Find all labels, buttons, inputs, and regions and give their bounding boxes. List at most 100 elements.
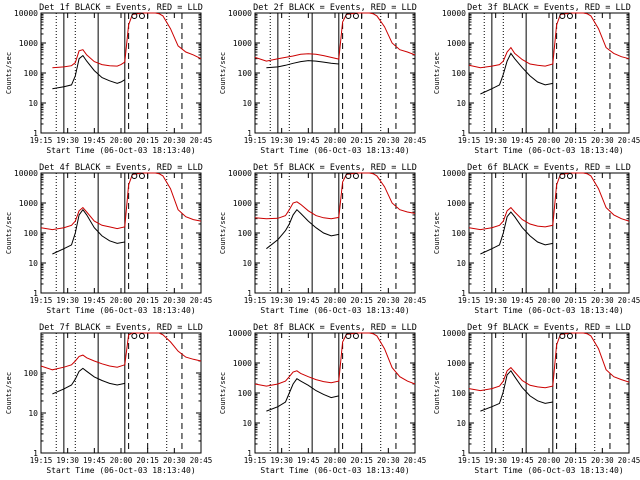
y-tick-label: 100: [238, 69, 253, 78]
y-tick-label: 10000: [228, 329, 252, 338]
x-tick-label: 20:45: [404, 136, 427, 145]
x-tick-label: 19:30: [484, 456, 507, 465]
x-tick-label: 20:45: [190, 296, 213, 305]
x-tick-label: 19:15: [458, 296, 481, 305]
y-tick-label: 100: [24, 369, 39, 378]
x-tick-label: 20:15: [564, 456, 587, 465]
x-tick-label: 20:00: [324, 136, 347, 145]
y-tick-label: 100: [238, 229, 253, 238]
plot-frame: [40, 332, 202, 454]
x-tick-label: 20:00: [324, 296, 347, 305]
x-tick-label: 20:00: [324, 456, 347, 465]
lld-series-line: [254, 12, 416, 62]
lld-series-line: [254, 332, 416, 387]
y-tick-label: 1000: [233, 359, 252, 368]
y-axis-label: Counts/sec: [5, 52, 13, 94]
panel-det-6: Det 6f BLACK = Events, RED = LLD Counts/s…: [433, 163, 640, 315]
panel-det-7: Det 7f BLACK = Events, RED = LLD Counts/s…: [5, 323, 212, 475]
panel-det-9: Det 9f BLACK = Events, RED = LLD Counts/s…: [433, 323, 640, 475]
saturation-marker: [138, 173, 145, 179]
x-axis-label: Start Time (06-Oct-03 18:13:40): [474, 146, 623, 155]
chart-title: Det 2f BLACK = Events, RED = LLD: [253, 3, 417, 13]
saturation-marker: [131, 173, 138, 179]
plot-frame: [468, 332, 630, 454]
chart-title: Det 6f BLACK = Events, RED = LLD: [467, 163, 631, 173]
y-tick-label: 1: [247, 289, 252, 298]
x-tick-label: 19:30: [484, 296, 507, 305]
x-tick-label: 20:15: [350, 456, 373, 465]
y-tick-label: 1: [33, 289, 38, 298]
y-tick-label: 10000: [442, 169, 466, 178]
plot-frame: [40, 172, 202, 294]
saturation-marker: [345, 13, 352, 19]
y-axis-label: Counts/sec: [219, 212, 227, 254]
y-tick-label: 10: [28, 99, 38, 108]
chart-title: Det 8f BLACK = Events, RED = LLD: [253, 323, 417, 333]
chart-title: Det 9f BLACK = Events, RED = LLD: [467, 323, 631, 333]
y-axis-label: Counts/sec: [433, 372, 441, 414]
x-axis-label: Start Time (06-Oct-03 18:13:40): [260, 306, 409, 315]
x-tick-label: 20:30: [591, 136, 614, 145]
x-tick-label: 19:30: [56, 296, 79, 305]
x-tick-label: 19:45: [83, 136, 106, 145]
saturation-marker: [566, 13, 573, 19]
y-tick-label: 1: [247, 129, 252, 138]
x-tick-label: 20:15: [136, 296, 159, 305]
panel-det-2: Det 2f BLACK = Events, RED = LLD Counts/s…: [219, 3, 426, 155]
x-tick-label: 19:15: [458, 456, 481, 465]
events-series-line: [480, 52, 553, 95]
events-series-line: [52, 54, 126, 90]
x-tick-label: 19:45: [297, 296, 320, 305]
x-tick-label: 19:30: [484, 136, 507, 145]
x-tick-label: 20:30: [377, 136, 400, 145]
saturation-marker: [566, 173, 573, 179]
x-tick-label: 19:15: [458, 136, 481, 145]
y-tick-label: 1000: [447, 199, 466, 208]
lld-series-line: [468, 172, 630, 231]
lld-series-line: [468, 332, 630, 392]
y-tick-label: 1000: [19, 39, 38, 48]
y-axis-label: Counts/sec: [433, 52, 441, 94]
panel-det-4: Det 4f BLACK = Events, RED = LLD Counts/s…: [5, 163, 212, 315]
x-tick-label: 19:30: [56, 136, 79, 145]
x-tick-label: 20:15: [350, 136, 373, 145]
chart-title: Det 5f BLACK = Events, RED = LLD: [253, 163, 417, 173]
x-tick-label: 20:00: [110, 136, 133, 145]
y-axis-label: Counts/sec: [433, 212, 441, 254]
x-tick-label: 19:45: [297, 136, 320, 145]
y-tick-label: 1000: [447, 359, 466, 368]
y-tick-label: 100: [452, 389, 467, 398]
chart-title: Det 7f BLACK = Events, RED = LLD: [39, 323, 203, 333]
x-tick-label: 19:15: [244, 456, 267, 465]
panel-det-1: Det 1f BLACK = Events, RED = LLD Counts/s…: [5, 3, 212, 155]
x-tick-label: 19:45: [511, 136, 534, 145]
y-axis-label: Counts/sec: [5, 372, 13, 414]
x-tick-label: 19:45: [297, 456, 320, 465]
panel-det-3: Det 3f BLACK = Events, RED = LLD Counts/s…: [433, 3, 640, 155]
saturation-marker: [352, 13, 359, 19]
x-tick-label: 20:45: [618, 456, 640, 465]
x-tick-label: 19:15: [30, 296, 53, 305]
saturation-marker: [345, 333, 352, 339]
x-tick-label: 20:00: [110, 296, 133, 305]
x-tick-label: 19:45: [83, 456, 106, 465]
x-tick-label: 19:45: [511, 456, 534, 465]
x-tick-label: 20:30: [377, 296, 400, 305]
saturation-marker: [345, 173, 352, 179]
x-axis-label: Start Time (06-Oct-03 18:13:40): [46, 306, 195, 315]
saturation-marker: [559, 333, 566, 339]
lld-series-line: [254, 172, 416, 220]
x-tick-label: 20:30: [163, 296, 186, 305]
saturation-marker: [138, 333, 145, 339]
x-axis-label: Start Time (06-Oct-03 18:13:40): [474, 466, 623, 475]
y-tick-label: 10: [456, 99, 466, 108]
x-axis-label: Start Time (06-Oct-03 18:13:40): [46, 146, 195, 155]
x-axis-label: Start Time (06-Oct-03 18:13:40): [260, 466, 409, 475]
x-tick-label: 19:45: [511, 296, 534, 305]
y-tick-label: 10: [242, 259, 252, 268]
x-tick-label: 20:15: [350, 296, 373, 305]
y-tick-label: 1: [247, 449, 252, 458]
x-tick-label: 20:15: [136, 136, 159, 145]
saturation-marker: [566, 333, 573, 339]
